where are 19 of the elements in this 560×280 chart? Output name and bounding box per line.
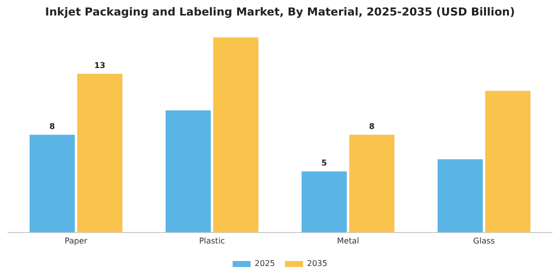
x-tick-label: Paper [64,236,88,246]
bar [30,134,75,232]
bar [438,159,483,232]
chart-title: Inkjet Packaging and Labeling Market, By Material, 2025-2035 (USD Billion) [45,5,515,18]
legend-label: 2035 [307,259,328,268]
data-label: 8 [369,122,376,131]
data-label: 13 [94,60,106,70]
bar [77,74,122,232]
bar [302,171,347,232]
legend-label: 2025 [254,259,275,268]
bar [166,110,211,232]
x-tick-label: Glass [473,236,495,246]
bar [349,134,394,232]
x-tick-label: Metal [336,236,360,246]
data-label: 8 [49,122,56,131]
x-tick-label: Plastic [199,236,225,246]
bar [213,37,258,232]
bar [485,90,530,232]
data-label: 5 [321,158,328,168]
